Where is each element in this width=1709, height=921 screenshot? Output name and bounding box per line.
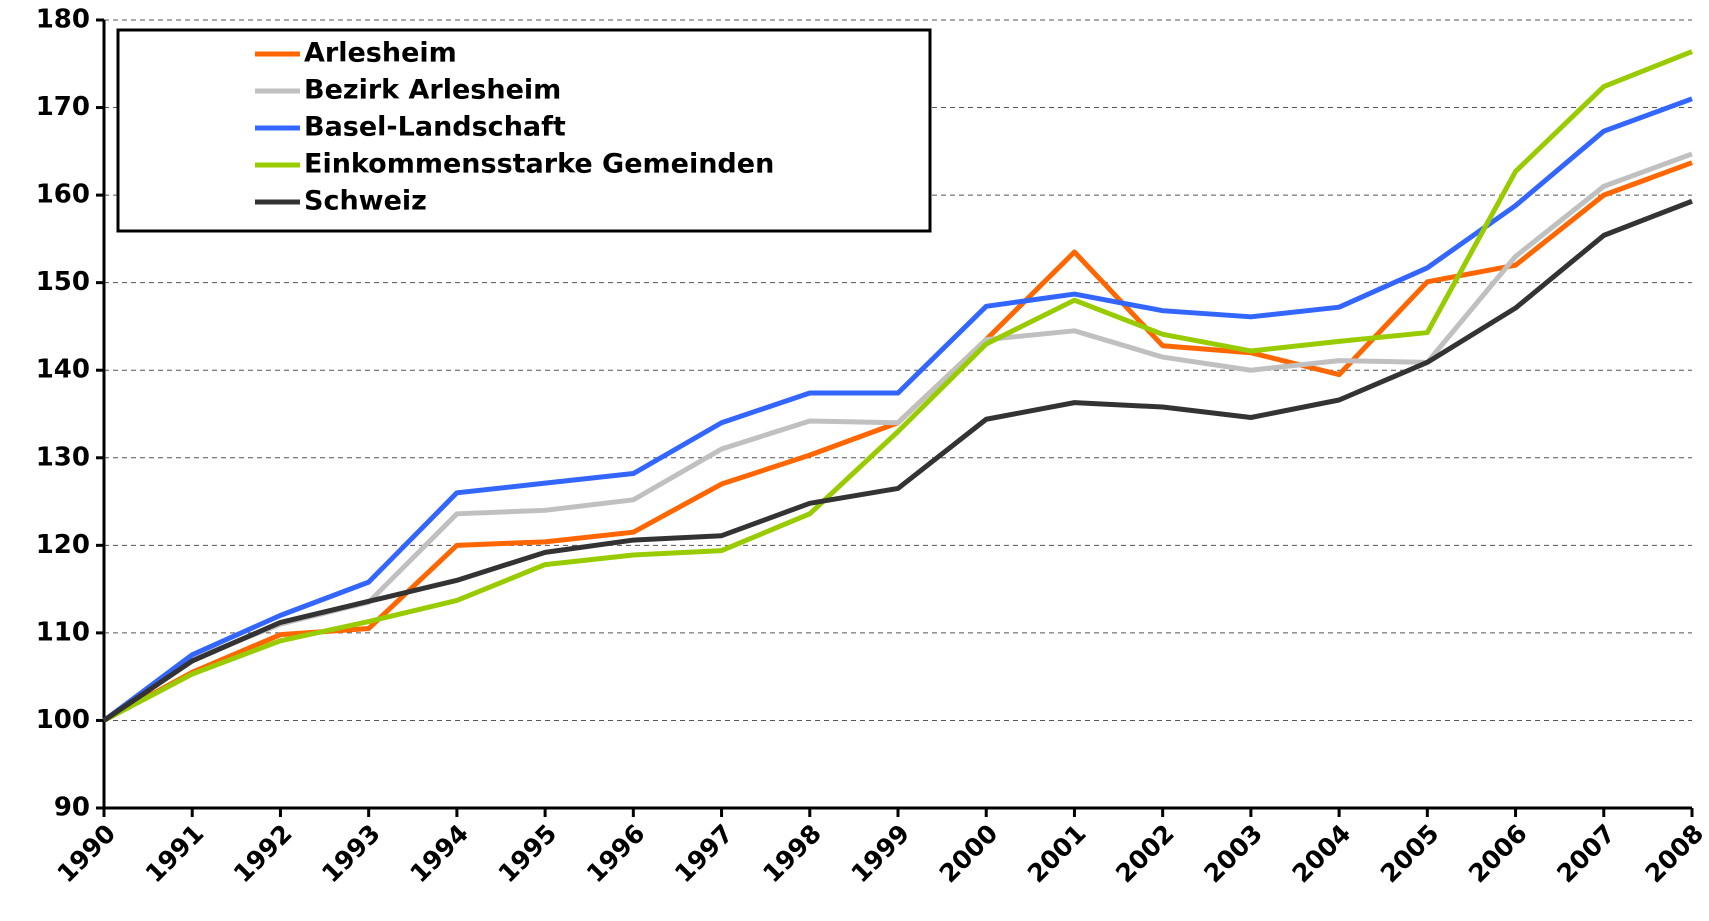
- x-tick-label: 2006: [1463, 819, 1533, 889]
- x-tick-label: 1995: [493, 819, 563, 889]
- x-tick-label: 1990: [51, 819, 121, 889]
- legend: Arlesheim Bezirk Arlesheim Basel-Landschaf…: [116, 28, 932, 233]
- y-tick-label: 140: [36, 355, 90, 385]
- y-tick-label: 120: [36, 530, 90, 560]
- x-tick-label: 2000: [934, 819, 1004, 889]
- x-tick-label: 1991: [140, 819, 210, 889]
- y-tick-label: 90: [54, 793, 90, 823]
- y-tick-label: 100: [36, 705, 90, 735]
- x-tick-label: 2004: [1287, 819, 1357, 889]
- legend-label: Schweiz: [304, 186, 427, 217]
- x-tick-label: 2007: [1551, 819, 1621, 889]
- x-tick-label: 2003: [1198, 819, 1268, 889]
- x-tick-label: 2008: [1639, 819, 1709, 889]
- x-tick-label: 1999: [845, 819, 915, 889]
- y-tick-label: 130: [36, 442, 90, 472]
- series-line: [102, 151, 1693, 723]
- y-tick-label: 150: [36, 267, 90, 297]
- x-tick-label: 1993: [316, 819, 386, 889]
- x-tick-label: 1997: [669, 819, 739, 889]
- series-line: [102, 96, 1693, 723]
- legend-box: [116, 28, 932, 233]
- x-tick-label: 2002: [1110, 819, 1180, 889]
- x-tick-label: 1992: [228, 819, 298, 889]
- series-line: [102, 198, 1693, 723]
- y-tick-label: 110: [36, 617, 90, 647]
- legend-label: Arlesheim: [304, 38, 457, 69]
- x-tick-label: 1996: [581, 819, 651, 889]
- y-tick-label: 180: [36, 5, 90, 35]
- legend-label: Einkommensstarke Gemeinden: [304, 149, 774, 180]
- y-tick-label: 170: [36, 92, 90, 122]
- series-line: [102, 49, 1693, 723]
- x-tick-label: 1998: [757, 819, 827, 889]
- y-tick-label: 160: [36, 180, 90, 210]
- legend-label: Basel-Landschaft: [304, 112, 566, 143]
- x-tick-label: 1994: [404, 819, 474, 889]
- legend-label: Bezirk Arlesheim: [304, 75, 561, 106]
- x-tick-label: 2001: [1022, 819, 1092, 889]
- x-tick-label: 2005: [1375, 819, 1445, 889]
